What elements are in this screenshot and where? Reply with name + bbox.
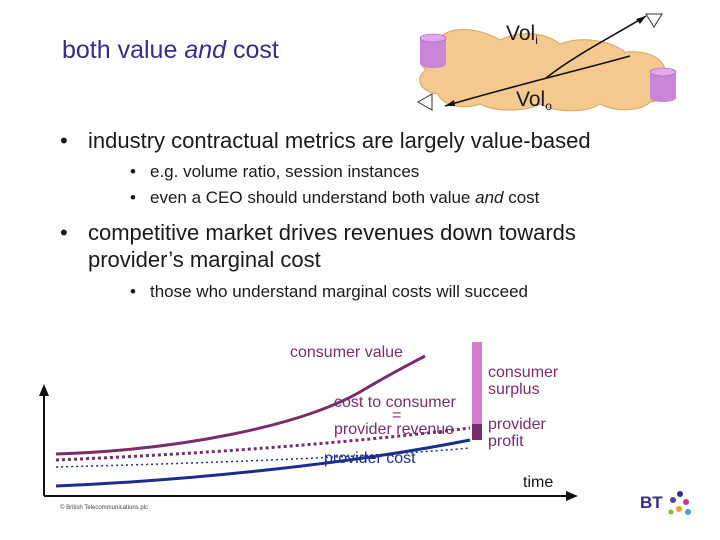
- database-icon-right: [649, 67, 677, 102]
- consumer-surplus-bar: [472, 342, 482, 426]
- consumer-value-label: consumer value: [290, 344, 403, 361]
- vol-out-arrow: [444, 55, 631, 107]
- time-axis-label: time: [523, 474, 554, 491]
- value-cost-chart: [39, 342, 578, 501]
- sub-bullet-1-1: • e.g. volume ratio, session instances: [130, 162, 420, 181]
- consumer-value-curve: [55, 354, 426, 456]
- bt-piper-icon: [668, 491, 691, 515]
- provider-revenue-curve: [55, 426, 471, 462]
- baseline-dotted: [55, 447, 471, 468]
- consumer-surplus-label: consumer surplus: [488, 364, 559, 398]
- vol-in-arrow: [545, 15, 647, 79]
- user-triangle-icon-right: [645, 13, 663, 28]
- bt-logo: BT: [640, 491, 691, 515]
- database-icon-left: [419, 33, 447, 68]
- bt-logo-text: BT: [640, 493, 663, 512]
- user-triangle-icon-left: [416, 93, 433, 111]
- bullet-2: • competitive market drives revenues down…: [60, 220, 576, 272]
- provider-profit-bar: [472, 424, 482, 440]
- bullet-1: • industry contractual metrics are largel…: [60, 128, 591, 153]
- copyright-footer: © British Telecommunications plc: [60, 505, 149, 511]
- network-cloud: [419, 29, 673, 112]
- sub-bullet-2-1: • those who understand marginal costs wil…: [130, 282, 528, 301]
- cost-to-consumer-label: cost to consumer: [334, 394, 456, 411]
- slide-title: both value and cost: [62, 36, 279, 64]
- provider-cost-curve: [55, 438, 471, 488]
- vol-in-label: Voli: [506, 22, 538, 47]
- sub-bullet-1-2: • even a CEO should understand both value…: [130, 188, 540, 207]
- provider-revenue-label: provider revenue: [334, 421, 455, 438]
- equals-label: =: [392, 407, 402, 424]
- provider-profit-label: provider profit: [488, 416, 546, 450]
- provider-cost-label: provider cost: [324, 450, 416, 467]
- vol-out-label: Volo: [516, 88, 552, 113]
- network-diagram: [416, 13, 677, 112]
